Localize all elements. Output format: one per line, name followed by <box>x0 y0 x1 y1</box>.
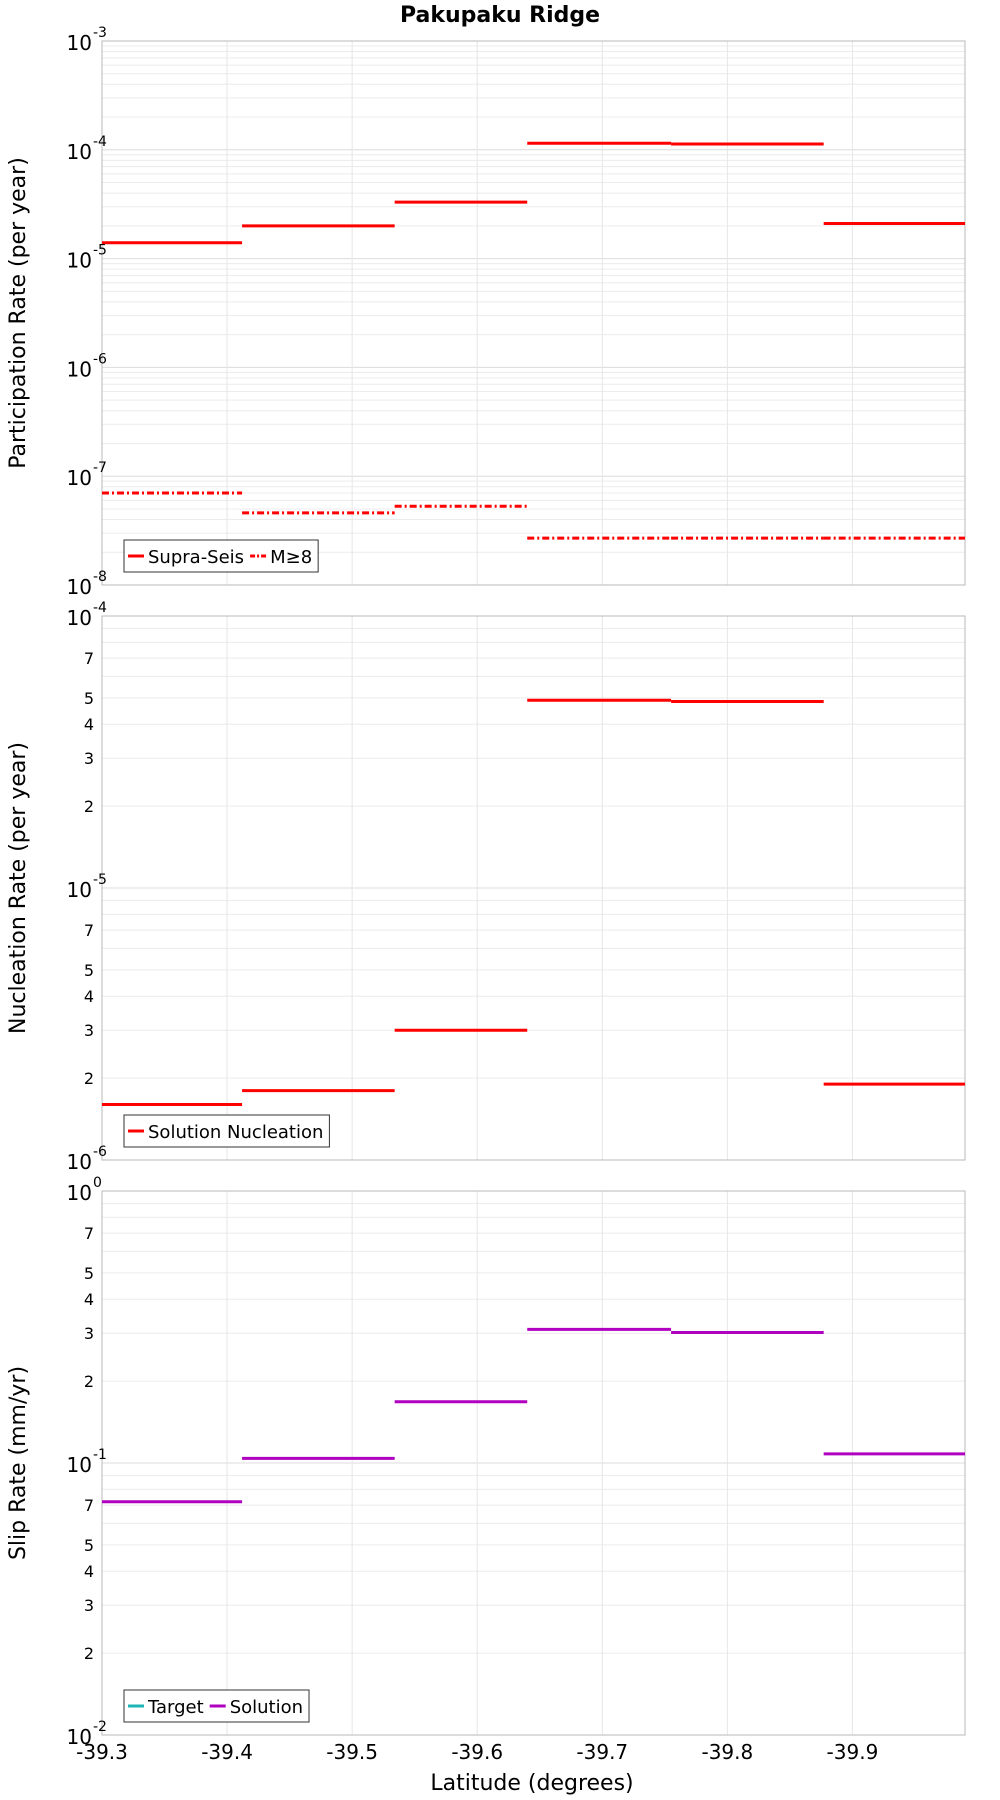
x-tick-label: -39.9 <box>827 1740 879 1764</box>
y-tick-label: 10 <box>67 31 92 55</box>
y-axis-label: Nucleation Rate (per year) <box>6 742 31 1034</box>
y-tick-label: 10 <box>67 1453 92 1477</box>
x-axis-label: Latitude (degrees) <box>430 1771 633 1796</box>
y-tick-label: 10 <box>67 575 92 599</box>
y-tick-label: 10 <box>67 606 92 630</box>
y-minor-tick-label: 5 <box>84 961 94 980</box>
y-minor-tick-label: 4 <box>84 715 94 734</box>
y-tick-label: 10 <box>67 466 92 490</box>
y-minor-tick-label: 4 <box>84 1562 94 1581</box>
y-tick-exponent: -6 <box>93 351 107 367</box>
x-tick-label: -39.6 <box>451 1740 503 1764</box>
y-minor-tick-label: 4 <box>84 1290 94 1309</box>
y-tick-label: 10 <box>67 140 92 164</box>
y-tick-exponent: -3 <box>93 25 107 41</box>
legend-label: Target <box>147 1697 204 1718</box>
x-tick-label: -39.7 <box>576 1740 628 1764</box>
x-tick-label: -39.8 <box>701 1740 753 1764</box>
y-tick-exponent: -4 <box>93 600 107 616</box>
chart-title: Pakupaku Ridge <box>400 3 600 28</box>
y-tick-exponent: -5 <box>93 872 107 888</box>
legend: Solution Nucleation <box>123 1114 330 1148</box>
legend-label: Solution <box>230 1697 303 1718</box>
legend: Target Solution <box>123 1689 310 1723</box>
series-solution <box>102 1327 965 1504</box>
y-minor-tick-label: 4 <box>84 987 94 1006</box>
y-tick-exponent: -7 <box>93 460 107 476</box>
y-minor-tick-label: 2 <box>84 1372 94 1391</box>
legend: Supra-Seis M≥8 <box>123 539 319 573</box>
y-tick-label: 10 <box>67 249 92 273</box>
y-minor-tick-label: 3 <box>84 1324 94 1343</box>
x-tick-label: -39.3 <box>76 1740 128 1764</box>
series-m-8 <box>102 491 965 540</box>
y-minor-tick-label: 3 <box>84 1596 94 1615</box>
x-tick-label: -39.4 <box>201 1740 253 1764</box>
plot-frame <box>101 1190 966 1736</box>
y-tick-label: 10 <box>67 1150 92 1174</box>
x-tick-label: -39.5 <box>326 1740 378 1764</box>
gridlines <box>101 41 965 586</box>
legend-label: Solution Nucleation <box>148 1122 323 1143</box>
gridlines <box>101 616 965 1161</box>
plot-frame <box>101 40 966 586</box>
series-solution-nucleation <box>102 698 965 1106</box>
y-minor-tick-label: 7 <box>84 649 94 668</box>
y-tick-exponent: -6 <box>93 1144 107 1160</box>
legend-box <box>123 539 319 573</box>
x-axis: -39.3 -39.4 -39.5 -39.6 -39.7 -39.8 -39.9 <box>76 1740 878 1764</box>
y-tick-exponent: -8 <box>93 569 107 585</box>
y-minor-tick-label: 2 <box>84 1069 94 1088</box>
y-tick-exponent: -5 <box>93 243 107 259</box>
y-minor-tick-label: 7 <box>84 1224 94 1243</box>
series-supra-seis <box>102 141 965 245</box>
plot-frame <box>101 615 966 1161</box>
legend-box <box>123 1114 330 1148</box>
y-minor-tick-label: 3 <box>84 1021 94 1040</box>
y-tick-exponent: 0 <box>93 1175 102 1191</box>
y-minor-tick-label: 5 <box>84 1264 94 1283</box>
y-tick-label: 10 <box>67 1181 92 1205</box>
y-minor-tick-label: 5 <box>84 1536 94 1555</box>
y-minor-tick-label: 3 <box>84 749 94 768</box>
y-minor-tick-label: 2 <box>84 1644 94 1663</box>
y-tick-label: 10 <box>67 878 92 902</box>
y-tick-exponent: -4 <box>93 134 107 150</box>
y-minor-tick-label: 2 <box>84 797 94 816</box>
y-tick-label: 10 <box>67 357 92 381</box>
y-minor-tick-label: 5 <box>84 689 94 708</box>
y-minor-tick-label: 7 <box>84 1496 94 1515</box>
y-axis-label: Slip Rate (mm/yr) <box>6 1366 31 1560</box>
y-tick-exponent: -1 <box>93 1447 107 1463</box>
y-axis-label: Participation Rate (per year) <box>6 157 31 469</box>
gridlines <box>101 1191 965 1736</box>
y-minor-tick-label: 7 <box>84 921 94 940</box>
legend-label: M≥8 <box>270 547 312 568</box>
y-tick-label: 10 <box>67 1725 92 1749</box>
y-tick-exponent: -2 <box>93 1719 107 1735</box>
legend-label: Supra-Seis <box>148 547 244 568</box>
